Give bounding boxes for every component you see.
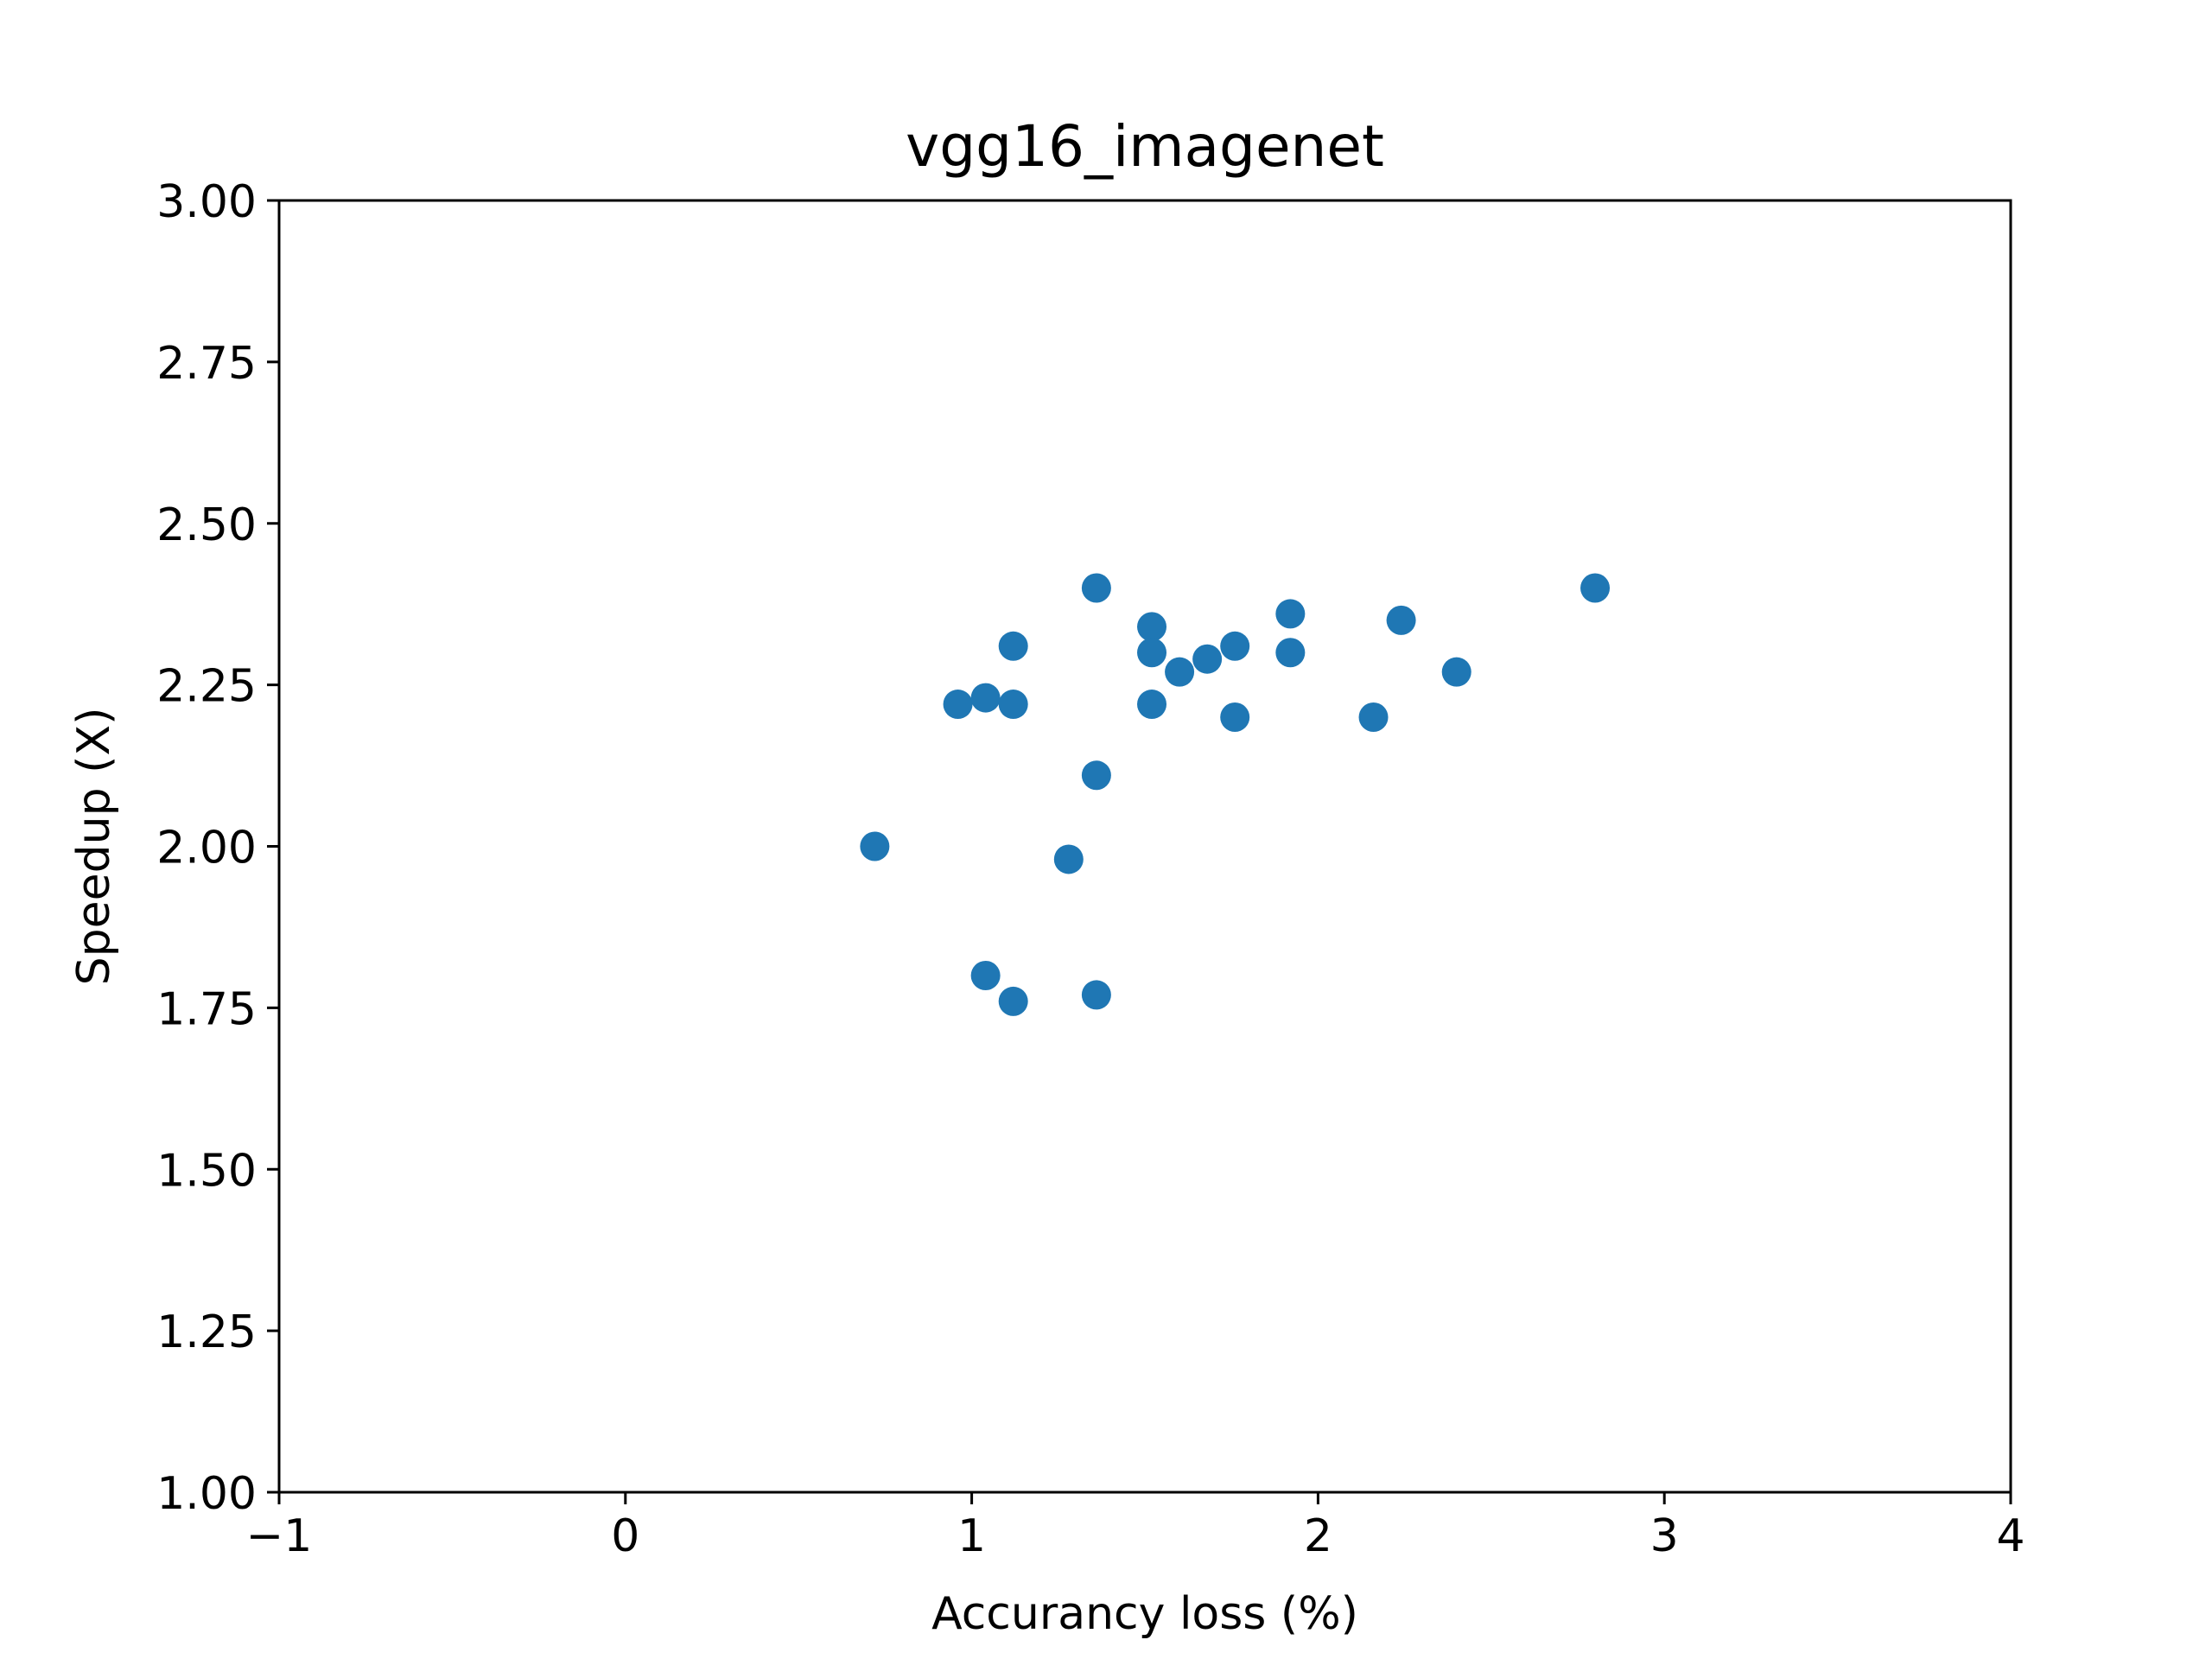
data-point-18: [1275, 599, 1306, 629]
data-point-4: [998, 631, 1028, 661]
data-point-0: [860, 831, 890, 861]
x-axis-label: Accurancy loss (%): [931, 1588, 1358, 1640]
data-point-9: [1081, 760, 1111, 791]
y-axis-ticks: 1.00 1.25 1.50 1.75 2.00 2.25 2.50 2.75 3.00: [156, 176, 279, 1520]
x-tick-label-5: 4: [1996, 1510, 2024, 1562]
data-point-7: [1053, 844, 1084, 874]
y-axis-label: Speedup (X): [68, 708, 120, 986]
data-point-16: [1220, 631, 1250, 661]
data-point-17: [1220, 702, 1250, 732]
y-tick-label-3: 1.75: [156, 983, 257, 1035]
data-point-1: [943, 690, 973, 720]
x-tick-label-1: 0: [611, 1510, 639, 1562]
x-axis-ticks: −1 0 1 2 3 4: [246, 1492, 2025, 1562]
data-point-19: [1275, 638, 1306, 668]
data-point-5: [998, 690, 1028, 720]
x-tick-label-4: 3: [1650, 1510, 1679, 1562]
data-point-3: [970, 961, 1001, 990]
x-tick-label-0: −1: [246, 1510, 313, 1562]
data-point-2: [970, 683, 1001, 713]
data-point-12: [1137, 638, 1167, 668]
y-tick-label-1: 1.25: [156, 1306, 257, 1358]
x-tick-label-3: 2: [1304, 1510, 1332, 1562]
y-tick-label-7: 2.75: [156, 338, 257, 390]
data-point-6: [998, 986, 1028, 1016]
data-point-13: [1137, 690, 1167, 720]
chart-title: vgg16_imagenet: [906, 113, 1384, 180]
data-point-14: [1165, 657, 1195, 687]
data-point-10: [1081, 980, 1111, 1010]
data-point-23: [1580, 573, 1611, 603]
data-point-15: [1192, 644, 1223, 674]
y-tick-label-6: 2.50: [156, 499, 257, 551]
data-point-21: [1386, 605, 1416, 635]
points-layer: [860, 573, 1611, 1016]
data-point-20: [1358, 702, 1389, 732]
y-tick-label-2: 1.50: [156, 1145, 257, 1197]
y-tick-label-4: 2.00: [156, 823, 257, 874]
data-point-22: [1441, 657, 1471, 687]
data-point-11: [1137, 612, 1167, 642]
x-tick-label-2: 1: [957, 1510, 986, 1562]
y-tick-label-8: 3.00: [156, 176, 257, 228]
data-point-8: [1081, 573, 1111, 603]
y-tick-label-5: 2.25: [156, 661, 257, 713]
y-tick-label-0: 1.00: [156, 1468, 257, 1520]
